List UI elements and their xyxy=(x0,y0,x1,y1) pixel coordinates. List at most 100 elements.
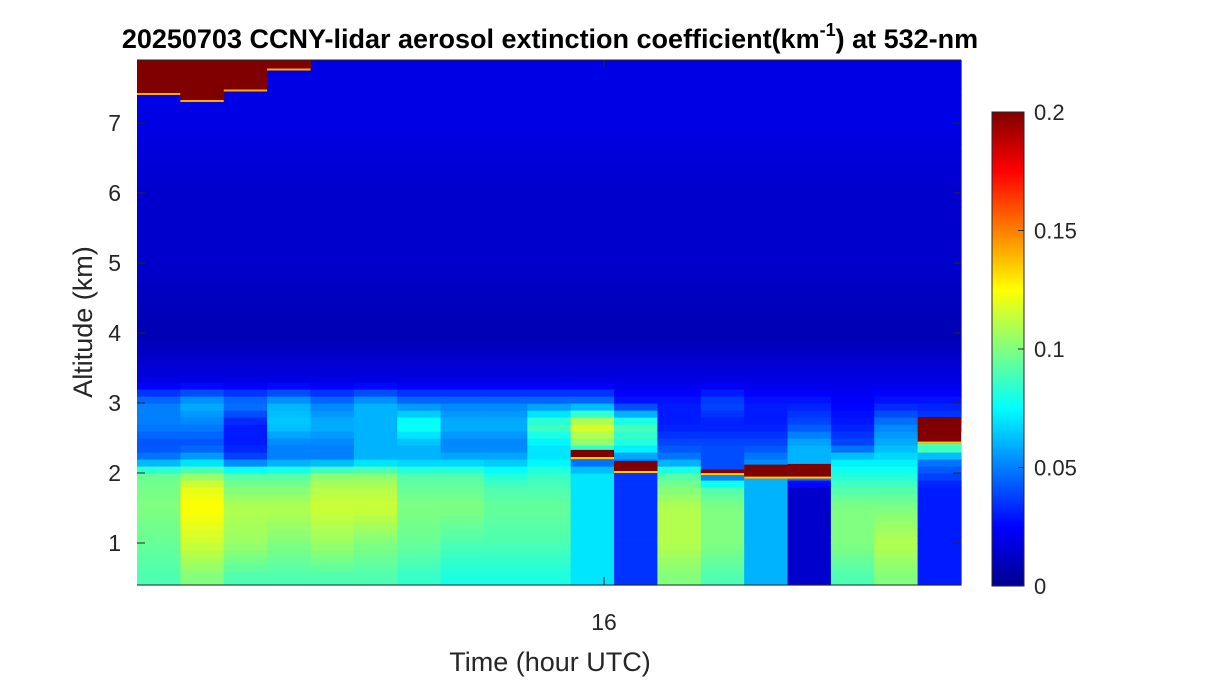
heatmap-cell xyxy=(614,186,659,194)
heatmap-cell xyxy=(527,424,572,432)
heatmap-cell xyxy=(830,221,875,229)
heatmap-cell xyxy=(874,277,919,285)
heatmap-cell xyxy=(137,515,181,523)
heatmap-cell xyxy=(830,67,875,75)
heatmap-cell xyxy=(310,424,355,432)
heatmap-cell xyxy=(180,410,225,418)
heatmap-cell xyxy=(787,172,832,180)
heatmap-cell xyxy=(310,494,355,502)
heatmap-cell xyxy=(353,95,398,103)
heatmap-cell xyxy=(267,221,312,229)
heatmap-cell xyxy=(657,284,702,292)
heatmap-cell xyxy=(874,501,919,509)
heatmap-cell xyxy=(744,179,789,187)
heatmap-cell xyxy=(267,445,312,453)
heatmap-cell xyxy=(787,578,832,586)
heatmap-cell xyxy=(830,564,875,572)
heatmap-cell xyxy=(527,382,572,390)
heatmap-cell xyxy=(440,571,485,579)
title-superscript: -1 xyxy=(820,20,836,40)
heatmap-cell xyxy=(353,375,398,383)
heatmap-cell xyxy=(137,109,181,117)
heatmap-cell xyxy=(397,60,442,68)
heatmap-cell xyxy=(310,214,355,222)
heatmap-cell xyxy=(570,186,615,194)
heatmap-cell xyxy=(267,543,312,551)
heatmap-cell xyxy=(614,578,659,586)
heatmap-cell xyxy=(917,151,962,159)
heatmap-cell xyxy=(483,214,528,222)
heatmap-cell xyxy=(874,564,919,572)
heatmap-cell xyxy=(223,319,268,327)
heatmap-cell xyxy=(353,410,398,418)
heatmap-cell xyxy=(397,578,442,586)
heatmap-cell xyxy=(137,130,181,138)
heatmap-cell xyxy=(787,88,832,96)
heatmap-cell xyxy=(570,228,615,236)
heatmap-cell xyxy=(267,263,312,271)
heatmap-cell xyxy=(614,95,659,103)
heatmap-cell xyxy=(310,277,355,285)
heatmap-cell xyxy=(787,221,832,229)
heatmap-cell xyxy=(657,60,702,68)
heatmap-cell xyxy=(180,480,225,488)
heatmap-cell xyxy=(353,144,398,152)
heatmap-cell xyxy=(700,487,745,495)
heatmap-cell xyxy=(397,347,442,355)
heatmap-cell xyxy=(657,291,702,299)
heatmap-cell xyxy=(830,291,875,299)
heatmap-cell xyxy=(657,137,702,145)
heatmap-cell xyxy=(483,445,528,453)
heatmap-cell xyxy=(397,305,442,313)
heatmap-cell xyxy=(137,466,181,474)
heatmap-cell xyxy=(137,578,181,586)
heatmap-cell xyxy=(310,578,355,586)
heatmap-cell xyxy=(614,200,659,208)
heatmap-cell xyxy=(353,445,398,453)
heatmap-cell xyxy=(787,312,832,320)
heatmap-cell xyxy=(310,452,355,460)
heatmap-cell xyxy=(744,60,789,68)
heatmap-cell xyxy=(614,340,659,348)
heatmap-cell xyxy=(310,172,355,180)
heatmap-cell xyxy=(830,389,875,397)
heatmap-cell xyxy=(180,445,225,453)
heatmap-cell xyxy=(917,403,962,411)
heatmap-cell xyxy=(483,207,528,215)
heatmap-cell xyxy=(917,172,962,180)
heatmap-cell xyxy=(353,88,398,96)
heatmap-cell xyxy=(310,305,355,313)
heatmap-cell xyxy=(440,193,485,201)
heatmap-cell xyxy=(353,284,398,292)
heatmap-cell xyxy=(137,571,181,579)
upper-saturated-region xyxy=(137,60,312,102)
heatmap-cell xyxy=(874,228,919,236)
upper-saturated-cell xyxy=(223,60,268,92)
heatmap-cell xyxy=(397,480,442,488)
heatmap-cell xyxy=(180,473,225,481)
colorbar-tick-label: 0.2 xyxy=(1034,100,1065,125)
heatmap-cell xyxy=(744,137,789,145)
heatmap-cell xyxy=(917,445,962,453)
heatmap-cell xyxy=(700,417,745,425)
heatmap-cell xyxy=(874,578,919,586)
heatmap-cell xyxy=(137,270,181,278)
heatmap-cell xyxy=(483,228,528,236)
heatmap-cell xyxy=(570,193,615,201)
heatmap-cell xyxy=(787,543,832,551)
heatmap-cell xyxy=(223,340,268,348)
heatmap-cell xyxy=(440,473,485,481)
heatmap-cell xyxy=(917,95,962,103)
heatmap-cell xyxy=(483,529,528,537)
heatmap-cell xyxy=(397,473,442,481)
heatmap-cell xyxy=(397,200,442,208)
heatmap-cell xyxy=(830,459,875,467)
heatmap-cell xyxy=(527,116,572,124)
heatmap-cell xyxy=(180,494,225,502)
heatmap-cells xyxy=(137,60,962,586)
heatmap-cell xyxy=(830,501,875,509)
heatmap-cell xyxy=(223,522,268,530)
plot-area xyxy=(137,60,962,586)
heatmap-cell xyxy=(353,74,398,82)
heatmap-cell xyxy=(614,158,659,166)
